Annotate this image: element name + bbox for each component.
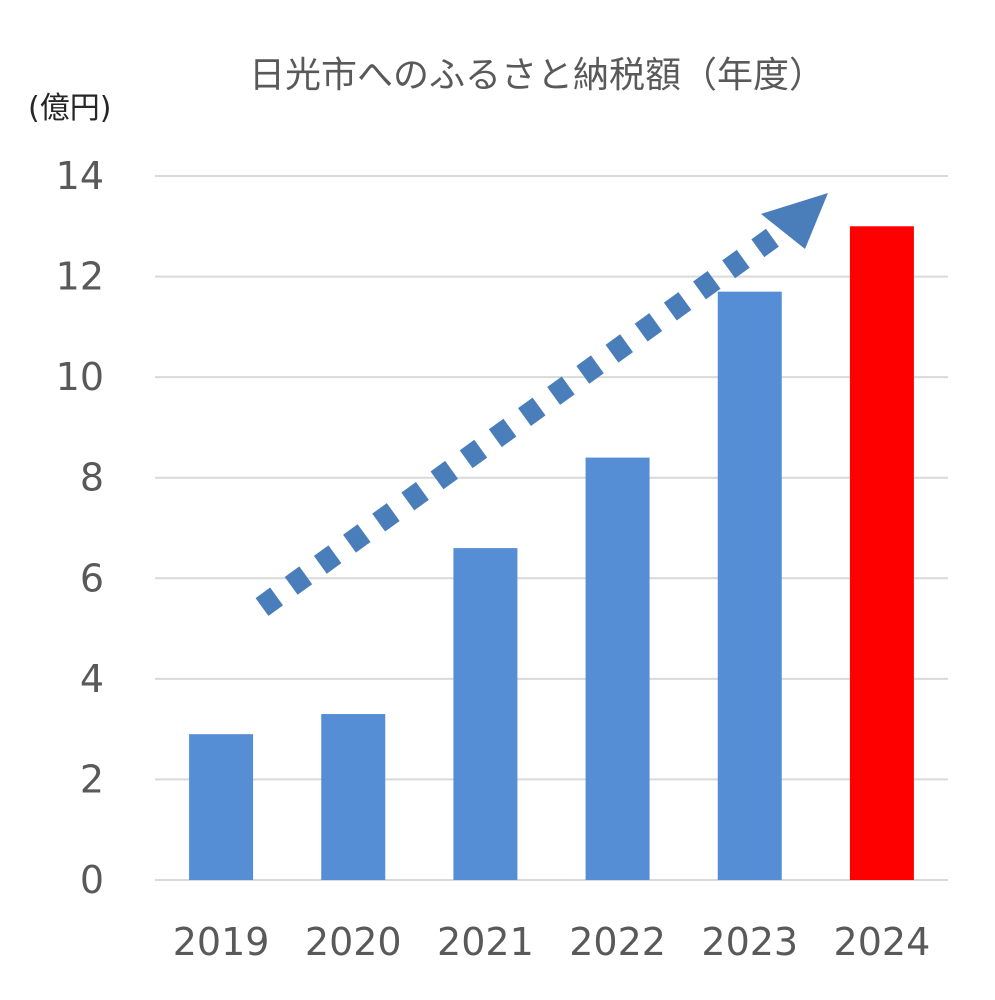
y-tick-label: 0 <box>80 858 104 902</box>
bar-2019 <box>189 734 254 880</box>
trend-arrow <box>255 193 828 616</box>
y-tick-label: 6 <box>80 556 104 600</box>
bar-2022 <box>585 457 650 880</box>
x-tick-label: 2022 <box>569 920 666 964</box>
bar-2020 <box>321 714 386 880</box>
gridlines <box>155 175 948 881</box>
y-axis-unit-label: (億円) <box>28 91 111 126</box>
chart-title: 日光市へのふるさと納税額（年度） <box>249 55 825 96</box>
bar-2024 <box>849 226 914 881</box>
y-tick-label: 10 <box>56 355 104 399</box>
y-axis-ticks: 0 2 4 6 8 10 12 14 <box>56 154 104 902</box>
bar-2023 <box>717 291 782 881</box>
x-tick-label: 2020 <box>305 920 402 964</box>
trend-arrow-head <box>761 193 828 249</box>
x-tick-label: 2023 <box>701 920 798 964</box>
bars <box>189 226 914 881</box>
x-tick-label: 2019 <box>173 920 270 964</box>
y-tick-label: 4 <box>80 657 104 701</box>
y-tick-label: 12 <box>56 255 104 299</box>
y-tick-label: 14 <box>56 154 104 198</box>
x-tick-label: 2021 <box>437 920 534 964</box>
trend-arrow-shaft <box>255 221 790 616</box>
x-axis-ticks: 2019 2020 2021 2022 2023 2024 <box>173 920 931 964</box>
bar-2021 <box>453 548 518 880</box>
y-tick-label: 2 <box>80 757 104 801</box>
y-tick-label: 8 <box>80 456 104 500</box>
x-tick-label: 2024 <box>834 920 931 964</box>
